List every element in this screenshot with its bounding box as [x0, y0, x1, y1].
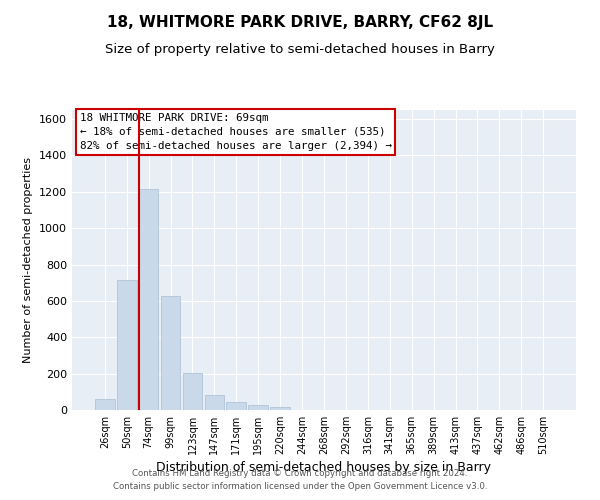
- Bar: [95, 399, 115, 410]
- Bar: [270, 408, 290, 410]
- X-axis label: Distribution of semi-detached houses by size in Barry: Distribution of semi-detached houses by …: [157, 461, 491, 474]
- Text: Contains public sector information licensed under the Open Government Licence v3: Contains public sector information licen…: [113, 482, 487, 491]
- Text: 18 WHITMORE PARK DRIVE: 69sqm
← 18% of semi-detached houses are smaller (535)
82: 18 WHITMORE PARK DRIVE: 69sqm ← 18% of s…: [80, 113, 392, 151]
- Bar: [205, 396, 224, 410]
- Bar: [161, 296, 181, 410]
- Y-axis label: Number of semi-detached properties: Number of semi-detached properties: [23, 157, 34, 363]
- Bar: [248, 406, 268, 410]
- Bar: [226, 402, 246, 410]
- Text: Size of property relative to semi-detached houses in Barry: Size of property relative to semi-detach…: [105, 42, 495, 56]
- Text: 18, WHITMORE PARK DRIVE, BARRY, CF62 8JL: 18, WHITMORE PARK DRIVE, BARRY, CF62 8JL: [107, 15, 493, 30]
- Bar: [117, 280, 137, 410]
- Text: Contains HM Land Registry data © Crown copyright and database right 2024.: Contains HM Land Registry data © Crown c…: [132, 468, 468, 477]
- Bar: [139, 189, 158, 410]
- Bar: [182, 372, 202, 410]
